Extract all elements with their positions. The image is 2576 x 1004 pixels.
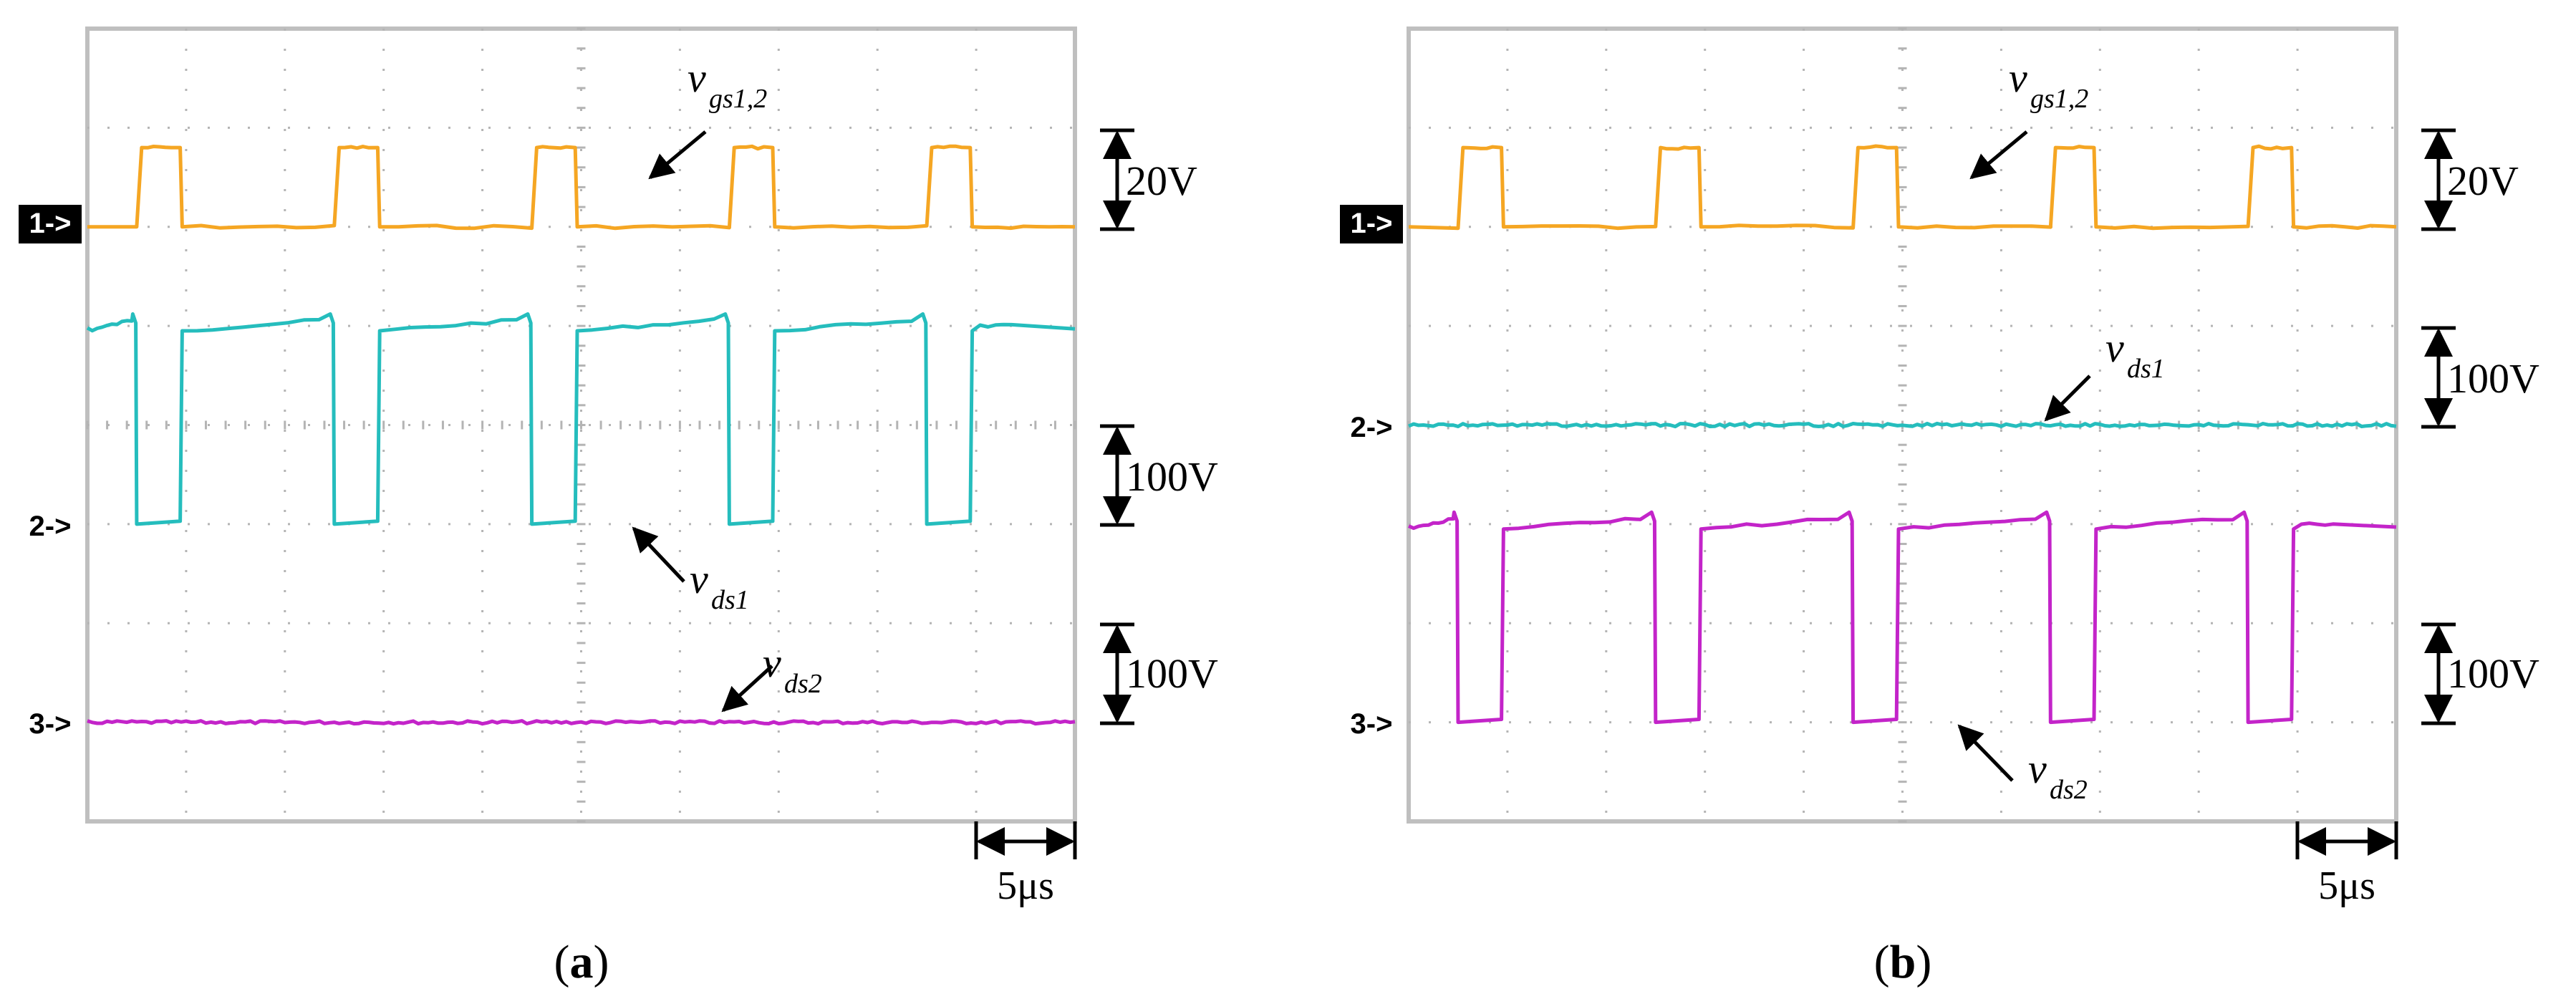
scale-100v-vds1-a: 100V bbox=[1100, 424, 1218, 527]
svg-text:(b): (b) bbox=[1874, 936, 1932, 988]
traces-a bbox=[86, 144, 1076, 726]
channel-2-marker: 2-> bbox=[29, 511, 72, 542]
channel-markers-a: 1-> 2-> 3-> bbox=[19, 205, 82, 740]
vgs-label-sub: gs1,2 bbox=[2030, 84, 2088, 114]
channel-1-marker: 1-> bbox=[1340, 205, 1403, 243]
vds1-label-main: v bbox=[690, 556, 708, 602]
panel-a: 1-> 2-> 3-> v gs1,2 v ds1 v bbox=[19, 26, 1218, 988]
svg-text:5μs: 5μs bbox=[2318, 864, 2375, 908]
svg-text:20V: 20V bbox=[2447, 158, 2519, 204]
channel-3-marker: 3-> bbox=[1351, 708, 1393, 740]
svg-text:100V: 100V bbox=[2447, 355, 2539, 402]
svg-text:100V: 100V bbox=[1126, 453, 1218, 500]
label-vds2-a: v ds2 bbox=[721, 639, 822, 713]
panel-b: 1-> 2-> 3-> v gs1,2 v ds1 bbox=[1340, 26, 2539, 988]
svg-text:2->: 2-> bbox=[29, 511, 72, 542]
channel-markers-b: 1-> 2-> 3-> bbox=[1340, 205, 1403, 740]
scale-20v-a: 20V bbox=[1100, 128, 1197, 231]
label-vgs-b: v gs1,2 bbox=[1969, 54, 2088, 180]
caption-a: (a) bbox=[554, 936, 609, 988]
trace-vgs1,2 bbox=[87, 144, 1076, 231]
vds2-label-sub: ds2 bbox=[2050, 775, 2088, 805]
vds1-label-sub: ds1 bbox=[711, 585, 749, 615]
channel-1-marker: 1-> bbox=[19, 205, 82, 243]
vds1-label-main: v bbox=[2105, 324, 2124, 371]
svg-text:100V: 100V bbox=[1126, 650, 1218, 697]
label-vgs-a: v gs1,2 bbox=[648, 54, 767, 180]
svg-text:3->: 3-> bbox=[29, 708, 72, 740]
trace-vds2 bbox=[1408, 510, 2397, 725]
vds1-label-sub: ds1 bbox=[2127, 354, 2165, 384]
svg-text:(a): (a) bbox=[554, 936, 609, 988]
svg-text:1->: 1-> bbox=[1351, 208, 1393, 239]
caption-b: (b) bbox=[1874, 936, 1932, 988]
scale-100v-vds1-b: 100V bbox=[2421, 326, 2539, 429]
vds2-label-main: v bbox=[2028, 745, 2047, 792]
trace-vds1 bbox=[1408, 421, 2397, 429]
svg-text:100V: 100V bbox=[2447, 650, 2539, 697]
svg-text:5μs: 5μs bbox=[997, 864, 1054, 908]
svg-text:1->: 1-> bbox=[29, 208, 72, 239]
scale-100v-vds2-a: 100V bbox=[1100, 622, 1218, 725]
trace-vgs1,2 bbox=[1408, 144, 2397, 231]
label-vds2-b: v ds2 bbox=[1957, 724, 2088, 805]
time-scale-a: 5μs bbox=[974, 821, 1077, 908]
trace-vds2 bbox=[87, 719, 1076, 726]
vds2-label-main: v bbox=[763, 639, 781, 686]
channel-3-marker: 3-> bbox=[29, 708, 72, 740]
label-vds1-a: v ds1 bbox=[632, 526, 749, 615]
scale-100v-vds2-b: 100V bbox=[2421, 622, 2539, 725]
label-vds1-b: v ds1 bbox=[2044, 324, 2165, 422]
svg-text:3->: 3-> bbox=[1351, 708, 1393, 740]
vgs-label-main: v bbox=[688, 54, 706, 101]
channel-2-marker: 2-> bbox=[1351, 412, 1393, 443]
vgs-label-sub: gs1,2 bbox=[709, 84, 767, 114]
svg-text:2->: 2-> bbox=[1351, 412, 1393, 443]
vgs-label-main: v bbox=[2009, 54, 2027, 101]
traces-b bbox=[1408, 144, 2397, 725]
time-scale-b: 5μs bbox=[2295, 821, 2398, 908]
scale-20v-b: 20V bbox=[2421, 128, 2519, 231]
vds2-label-sub: ds2 bbox=[784, 669, 822, 699]
trace-vds1 bbox=[86, 312, 1076, 526]
svg-text:20V: 20V bbox=[1126, 158, 1197, 204]
